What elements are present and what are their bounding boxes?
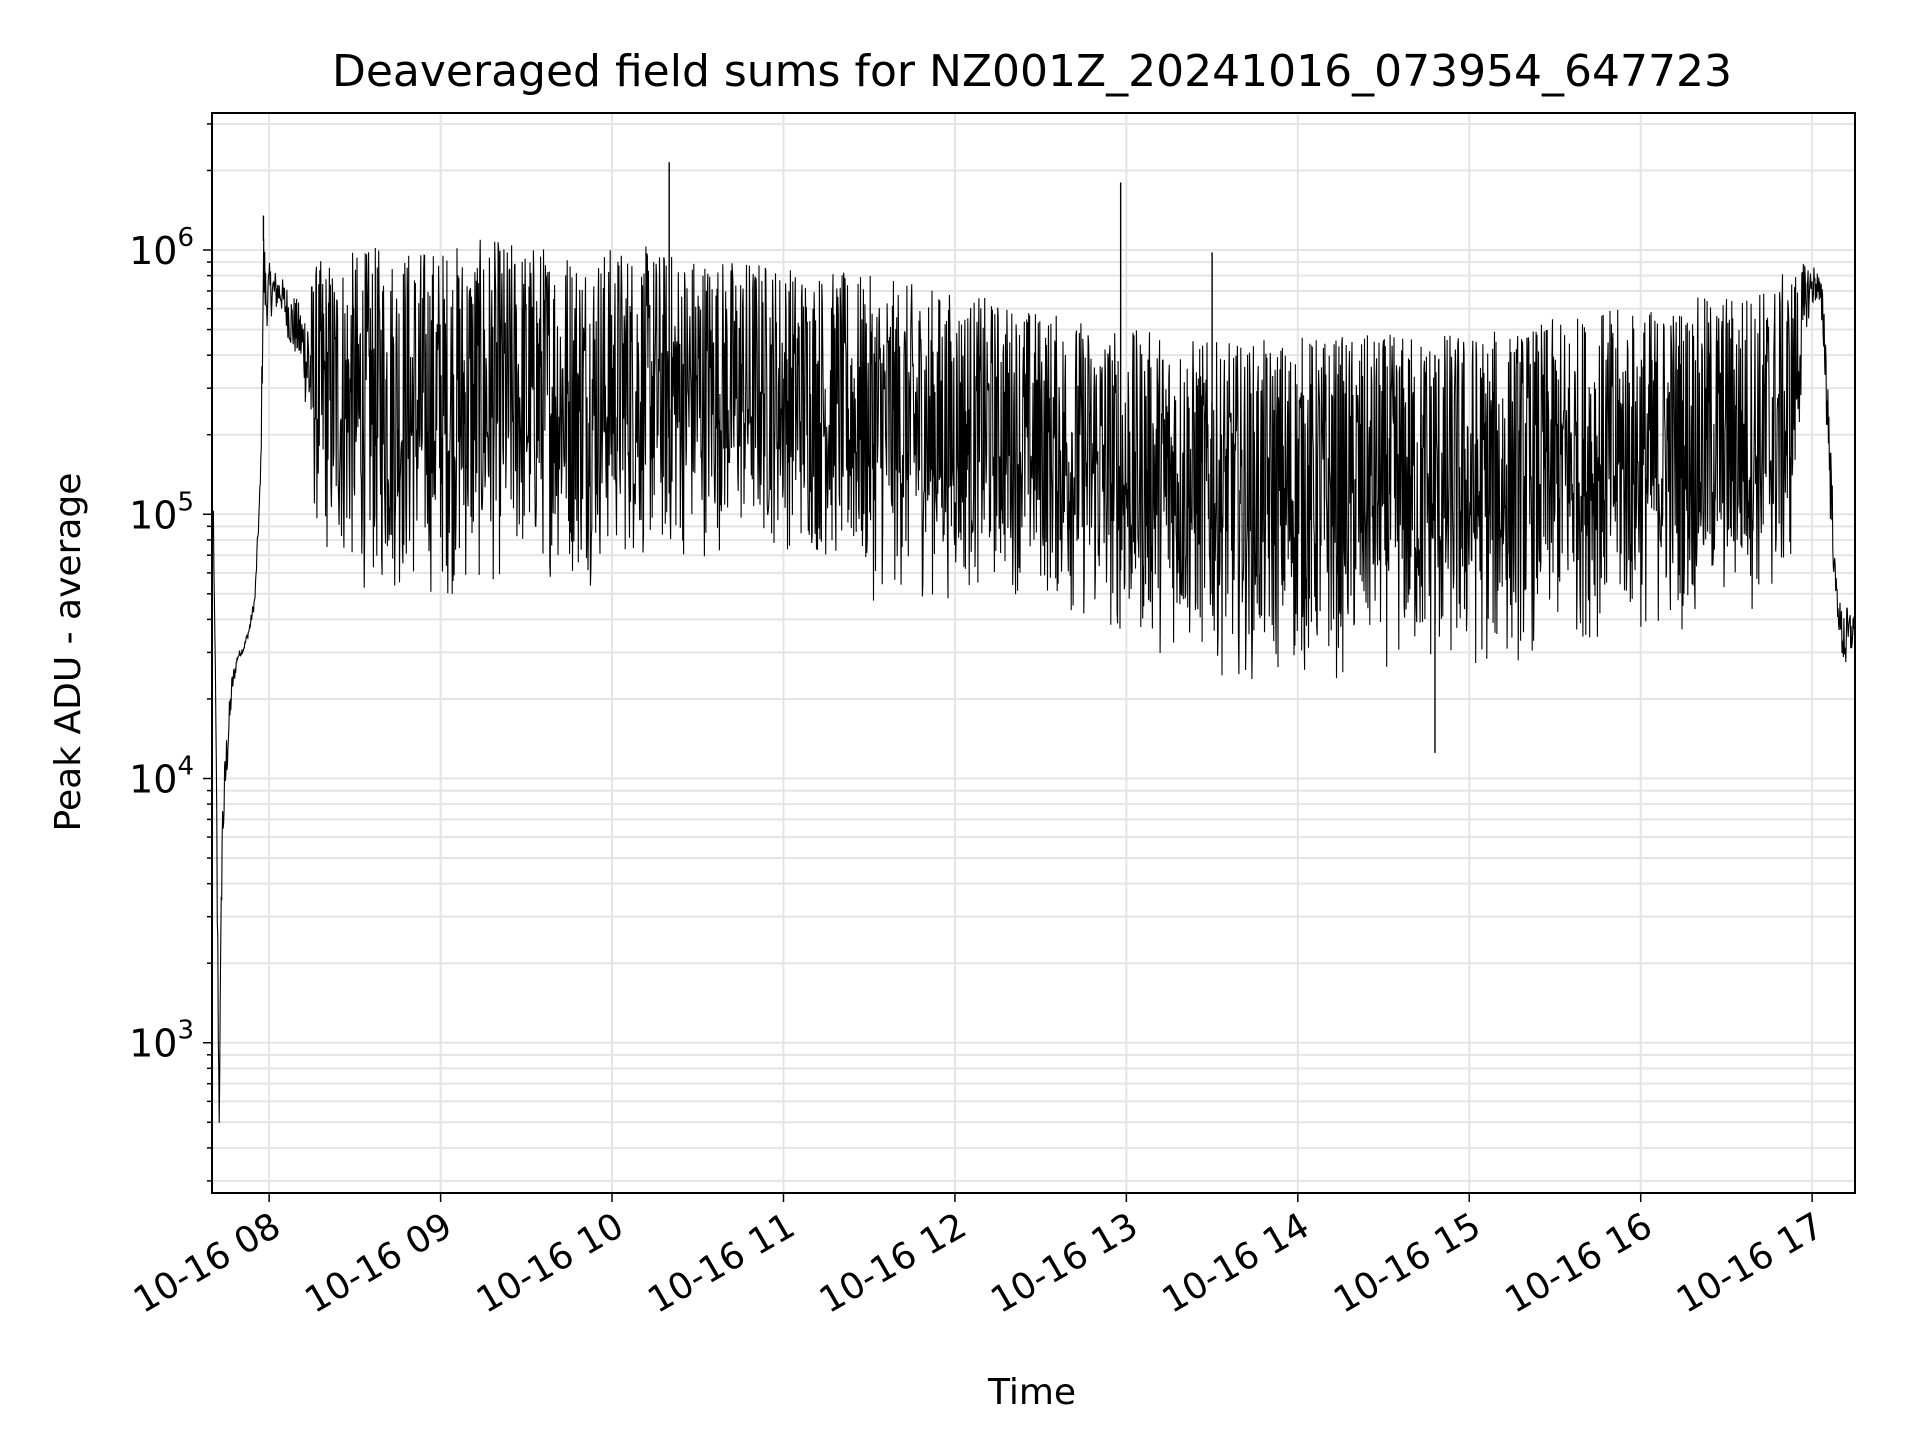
chart-title: Deaveraged field sums for NZ001Z_2024101… [332,46,1732,97]
x-axis-label: Time [987,1372,1076,1413]
series-line [211,239,1856,1123]
y-axis-label: Peak ADU - average [48,473,89,832]
y-tick-label: 106 [129,223,194,273]
y-tick-labels: 103 104 105 106 [129,223,194,1066]
y-tick-label: 103 [129,1016,194,1066]
data-series [211,162,1856,1123]
y-tick-label: 105 [129,487,194,537]
grid [212,113,1855,1193]
ticks [203,123,1813,1202]
y-tick-label: 104 [129,751,194,801]
